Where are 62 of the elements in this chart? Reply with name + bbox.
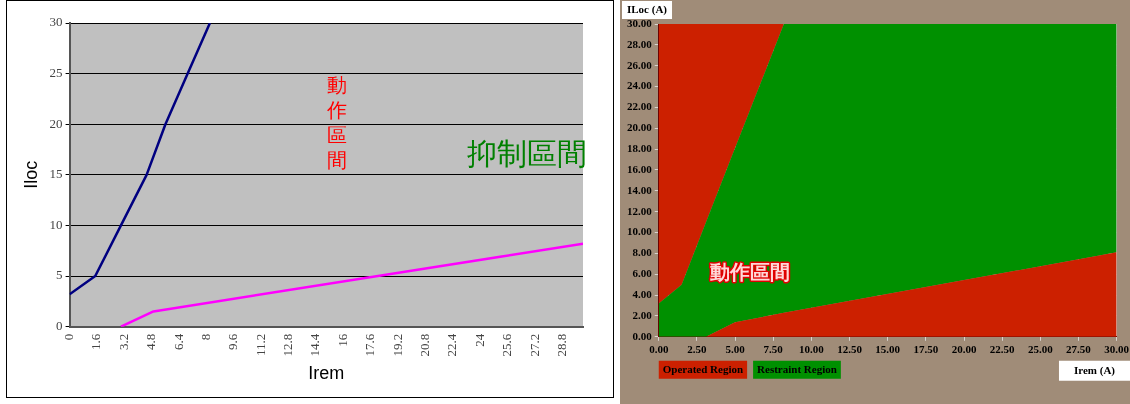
x-tick-label: 11.2 xyxy=(252,333,268,356)
y-tick-label: 2.00 xyxy=(632,308,653,321)
x-tick-label: 27.2 xyxy=(526,333,542,357)
x-tick-label: 19.2 xyxy=(389,333,405,357)
y-axis-title: Iloc xyxy=(20,160,41,189)
x-tick-label: 0 xyxy=(61,333,77,341)
x-tick-label: 16 xyxy=(334,333,350,347)
x-tick-label: 24 xyxy=(471,333,487,347)
x-tick-label: 28.8 xyxy=(553,333,569,357)
x-tick-label: 22.50 xyxy=(989,343,1016,356)
x-tick-label: 20.00 xyxy=(951,343,977,356)
y-tick-label: 18.00 xyxy=(627,141,653,154)
y-tick-label: 25 xyxy=(49,65,63,81)
x-axis-title: Irem xyxy=(308,363,345,384)
y-tick-label: 20 xyxy=(49,115,63,131)
text: Operated Region xyxy=(662,362,744,375)
y-tick-label: 15 xyxy=(49,166,63,182)
x-tick-label: 15.00 xyxy=(875,343,901,356)
x-tick-label: 25.00 xyxy=(1027,343,1054,356)
y-tick-label: 20.00 xyxy=(627,121,653,134)
x-tick-label: 17.50 xyxy=(913,343,939,356)
x-axis-title: Irem (A) xyxy=(1073,363,1116,377)
x-tick-label: 4.8 xyxy=(143,333,159,350)
y-tick-label: 10.00 xyxy=(627,225,653,238)
annotation: 動作區間 xyxy=(709,260,791,285)
x-tick-label: 25.6 xyxy=(499,333,515,357)
y-tick-label: 26.00 xyxy=(627,58,653,71)
x-tick-label: 5.00 xyxy=(725,343,746,356)
y-tick-label: 24.00 xyxy=(627,79,653,92)
x-tick-label: 9.6 xyxy=(225,333,241,350)
x-tick-label: 12.8 xyxy=(280,333,296,357)
x-tick-label: 0.00 xyxy=(649,343,669,356)
x-tick-label: 14.4 xyxy=(307,333,323,357)
x-tick-label: 8 xyxy=(197,333,213,341)
x-tick-label: 10.00 xyxy=(799,343,825,356)
y-tick-label: 10 xyxy=(49,216,63,232)
x-tick-label: 22.4 xyxy=(444,333,460,357)
x-tick-label: 30.00 xyxy=(1104,343,1130,356)
y-tick-label: 14.00 xyxy=(627,183,653,196)
annotation: 動作區間 xyxy=(325,72,347,172)
x-tick-label: 20.8 xyxy=(416,333,432,357)
y-tick-label: 12.00 xyxy=(627,204,653,217)
x-tick-label: 27.50 xyxy=(1066,343,1092,356)
y-tick-label: 22.00 xyxy=(627,100,653,113)
y-tick-label: 30.00 xyxy=(627,16,653,29)
x-tick-label: 12.50 xyxy=(837,343,863,356)
y-tick-label: 8.00 xyxy=(632,246,653,259)
x-tick-label: 17.6 xyxy=(362,333,378,357)
y-axis-title: ILoc (A) xyxy=(626,2,668,16)
y-tick-label: 30 xyxy=(49,14,63,30)
x-tick-label: 1.6 xyxy=(88,333,104,350)
x-tick-label: 6.4 xyxy=(170,333,186,350)
y-tick-label: 16.00 xyxy=(627,162,653,175)
text: Restraint Region xyxy=(757,362,837,375)
x-tick-label: 2.50 xyxy=(687,343,708,356)
annotation: 抑制區間 xyxy=(466,136,587,172)
x-tick-label: 3.2 xyxy=(115,333,131,350)
y-tick-label: 6.00 xyxy=(632,267,653,280)
y-tick-label: 4.00 xyxy=(632,287,653,300)
y-tick-label: 28.00 xyxy=(627,37,653,50)
y-tick-label: 5 xyxy=(56,267,63,283)
x-tick-label: 7.50 xyxy=(763,343,784,356)
